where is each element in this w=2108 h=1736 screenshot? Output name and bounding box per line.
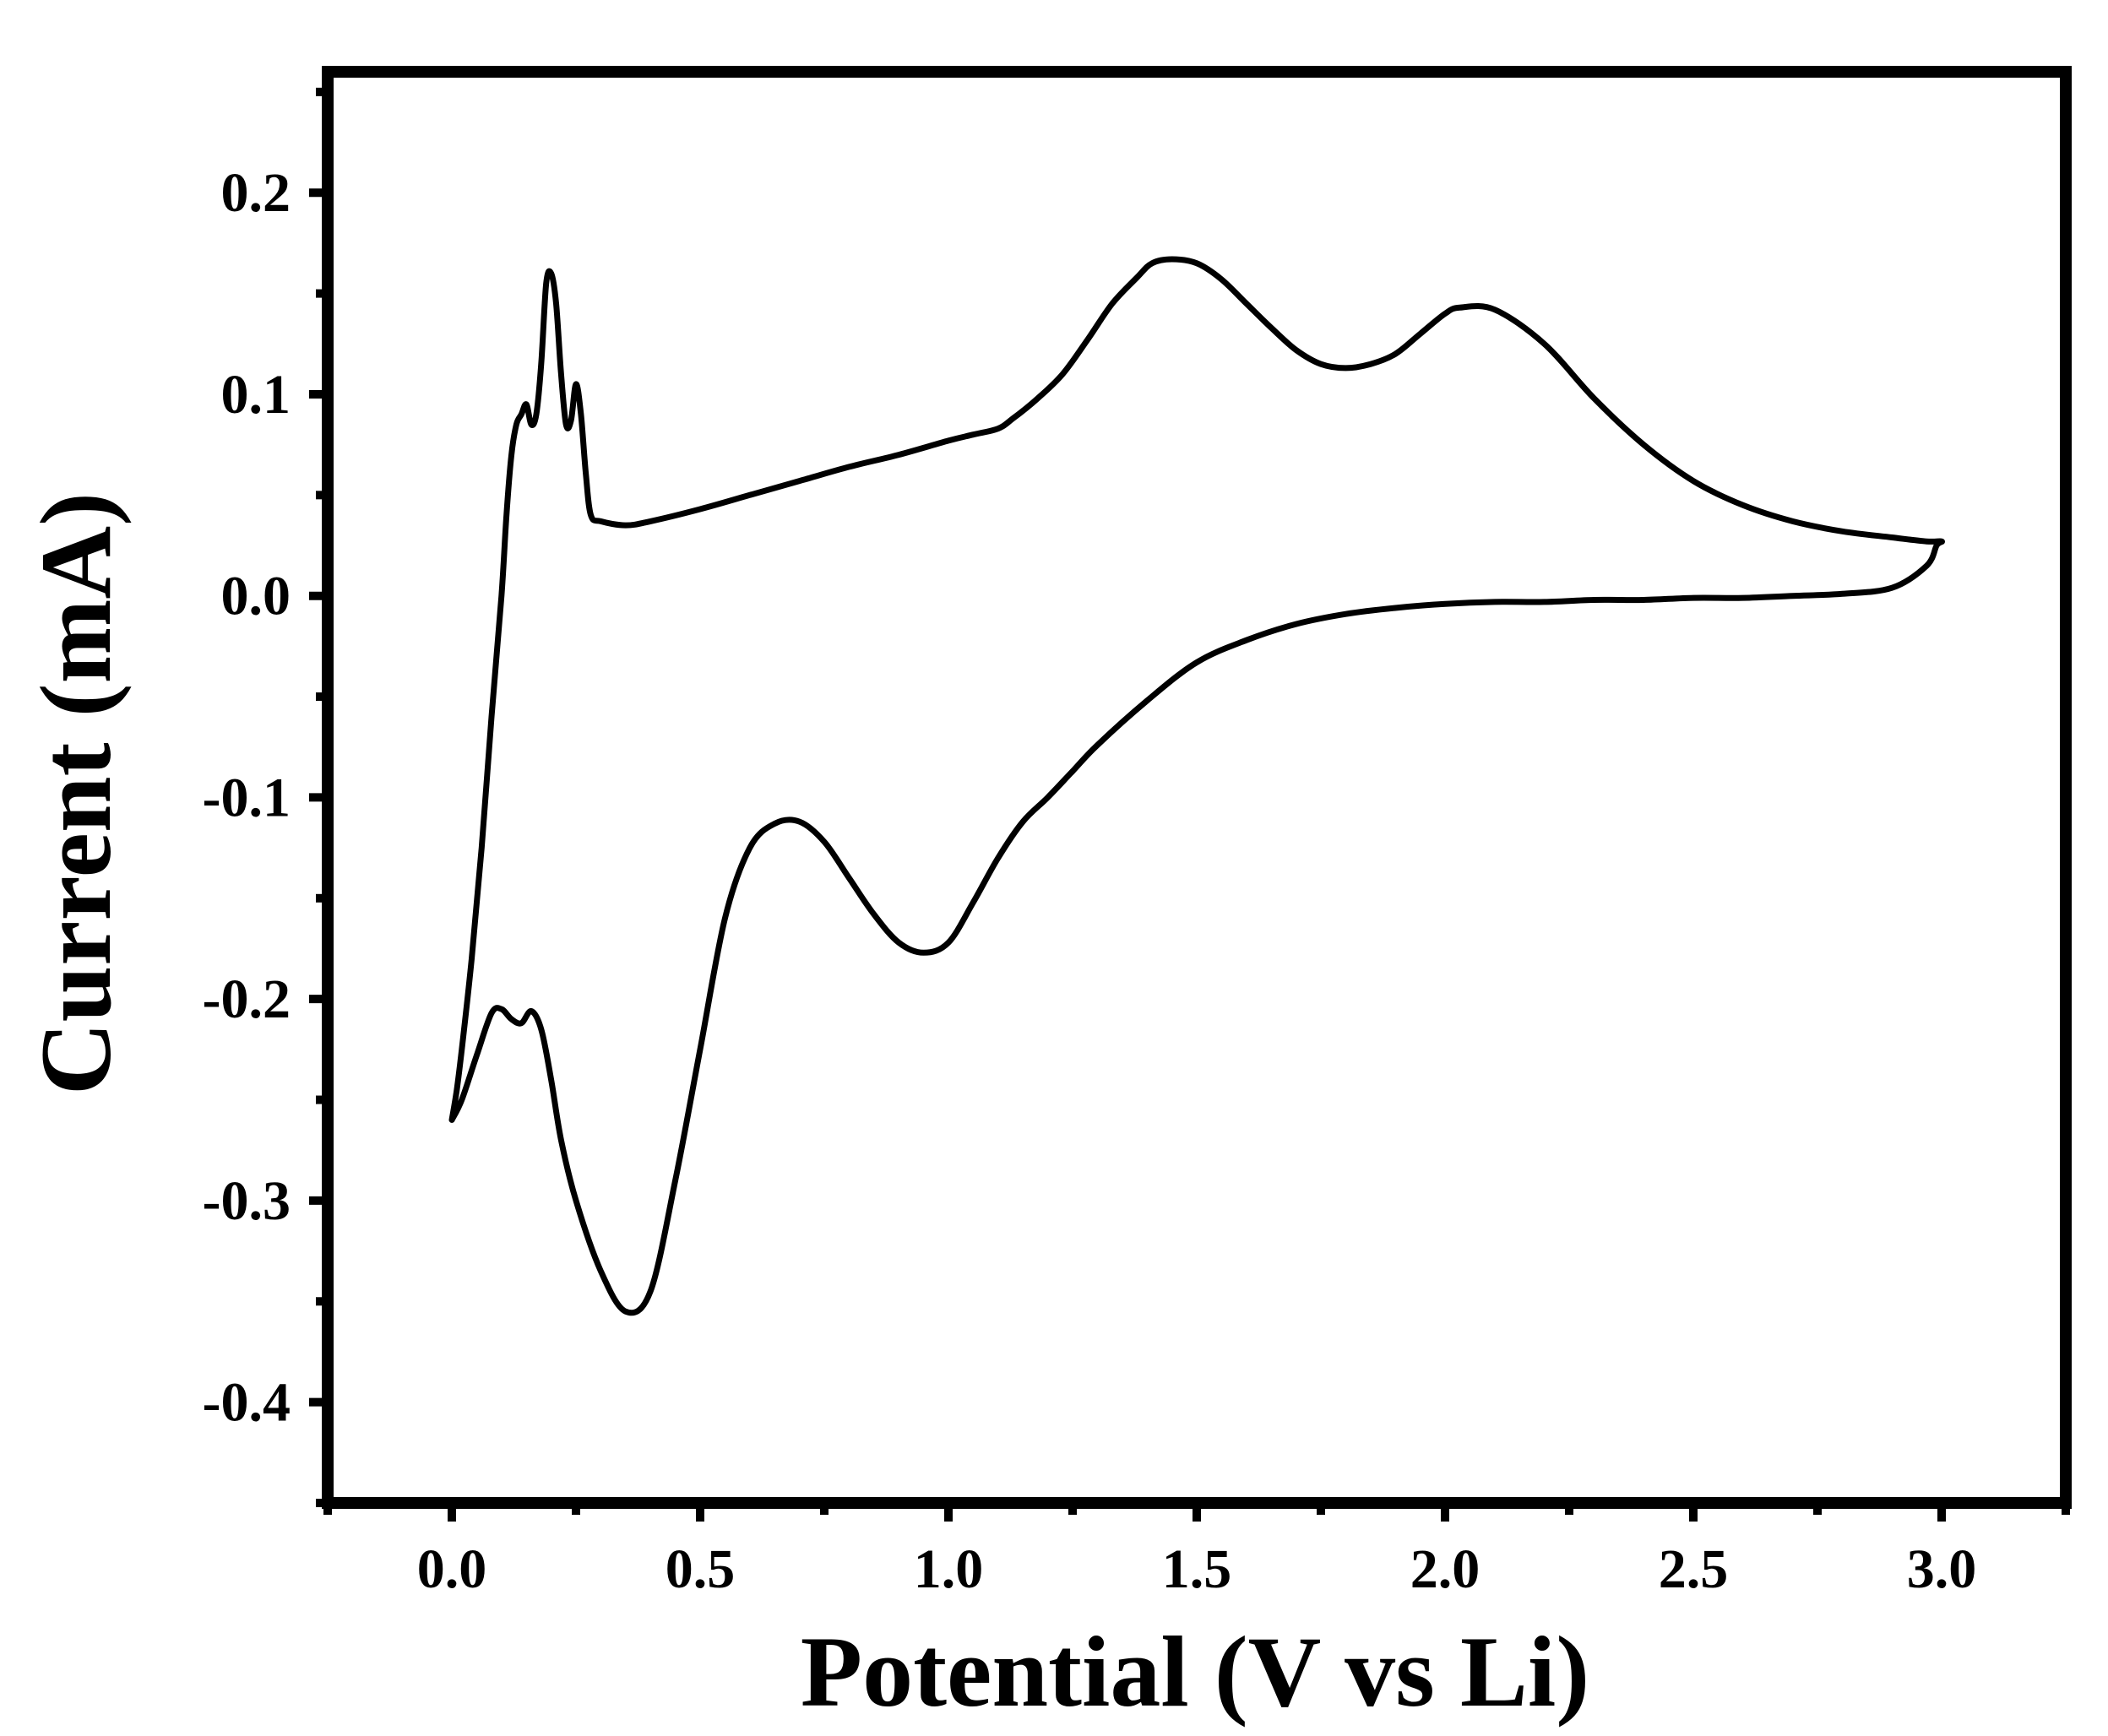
y-tick-label: -0.1: [203, 767, 291, 828]
cv-curve-series: [448, 256, 1945, 1316]
y-tick-label: 0.2: [221, 162, 291, 224]
y-tick-label: 0.0: [221, 566, 291, 627]
y-tick-label: -0.4: [203, 1372, 291, 1434]
y-tick-label: 0.1: [221, 364, 291, 426]
x-axis-title: Potential (V vs Li): [801, 1615, 1589, 1728]
x-tick-label: 2.0: [1410, 1538, 1480, 1600]
y-minor-ticks: [316, 87, 328, 1507]
y-tick-label: -0.3: [203, 1170, 291, 1232]
x-tick-label: 0.5: [666, 1538, 736, 1600]
x-tick-label: 3.0: [1907, 1538, 1977, 1600]
x-tick-label: 2.5: [1659, 1538, 1729, 1600]
plot-frame: [322, 66, 2072, 1509]
y-axis-title: Current (mA): [19, 492, 132, 1095]
x-minor-ticks: [323, 1503, 2070, 1515]
x-tick-label: 1.5: [1162, 1538, 1232, 1600]
x-tick-label: 0.0: [417, 1538, 487, 1600]
y-tick-label: -0.2: [203, 968, 291, 1030]
x-tick-label: 1.0: [914, 1538, 984, 1600]
x-axis-ticks: 0.0 0.5 1.0 1.5 2.0 2.5 3.0: [417, 1503, 1977, 1600]
y-axis-ticks: 0.2 0.1 0.0 -0.1 -0.2 -0.3 -0.4: [203, 162, 328, 1434]
